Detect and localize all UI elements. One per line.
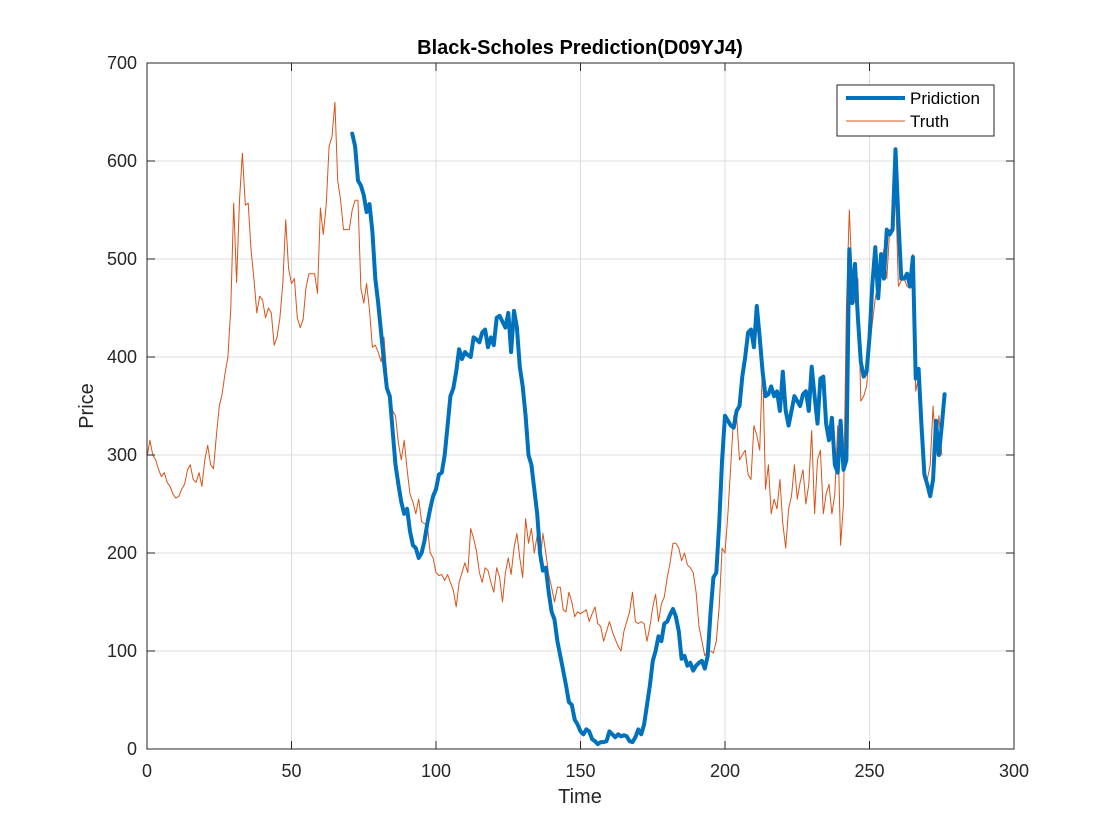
- y-tick-label: 600: [107, 151, 137, 171]
- y-tick-label: 200: [107, 543, 137, 563]
- legend-label-pridiction: Pridiction: [910, 89, 980, 108]
- y-tick-label: 400: [107, 347, 137, 367]
- chart-title: Black-Scholes Prediction(D09YJ4): [417, 37, 743, 59]
- legend-box: [836, 84, 995, 137]
- y-tick-label: 700: [107, 53, 137, 73]
- series-line-pridiction: [350, 131, 947, 747]
- series-lines: [146, 101, 947, 747]
- x-tick-label: 50: [281, 761, 301, 781]
- x-tick-label: 0: [142, 761, 152, 781]
- y-tick-label: 300: [107, 445, 137, 465]
- axis-ticks: 0 50 100 150 200 250 300 0 100 200 300 400 500 600 700: [107, 53, 1029, 781]
- x-tick-label: 100: [421, 761, 451, 781]
- legend-label-truth: Truth: [910, 112, 949, 131]
- legend: Pridiction Truth: [836, 84, 995, 137]
- x-tick-label: 300: [999, 761, 1029, 781]
- x-axis-label: Time: [558, 786, 602, 808]
- x-tick-label: 150: [565, 761, 595, 781]
- x-tick-label: 200: [710, 761, 740, 781]
- x-tick-label: 250: [854, 761, 884, 781]
- y-tick-label: 500: [107, 249, 137, 269]
- y-tick-label: 0: [127, 739, 137, 759]
- y-axis-label: Price: [76, 383, 98, 429]
- y-tick-label: 100: [107, 641, 137, 661]
- series-line-truth: [146, 101, 943, 657]
